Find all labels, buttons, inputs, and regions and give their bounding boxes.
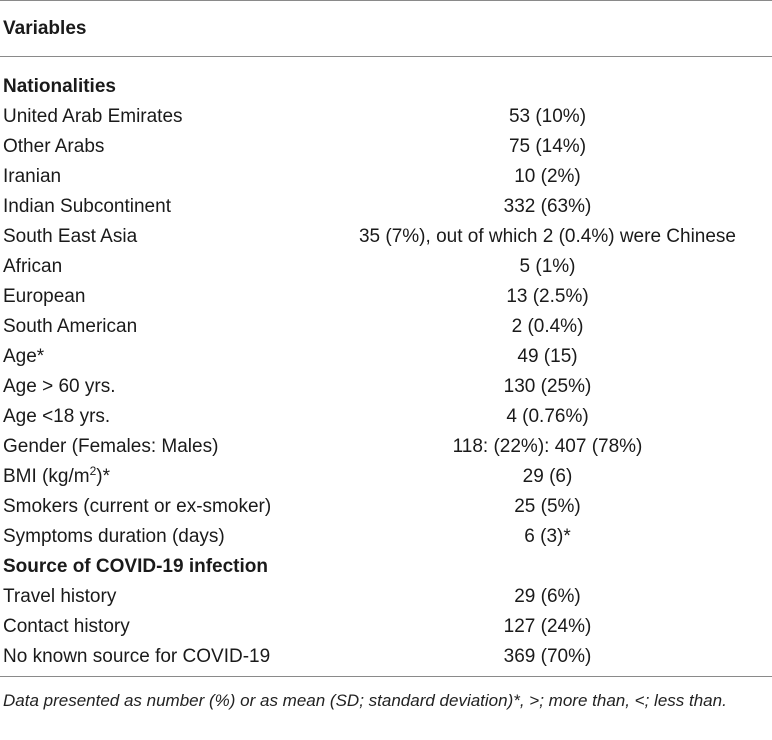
row-value: 130 (25%) [503,376,592,397]
row-value: 29 (6%) [514,586,581,607]
section-label: Source of COVID-19 infection [3,556,268,577]
row-label: Contact history [3,616,130,637]
table-row: Symptoms duration (days) 6 (3)* [0,522,772,552]
table-row: Travel history 29 (6%) [0,582,772,612]
row-value: 332 (63%) [503,196,592,217]
row-value: 29 (6) [522,466,573,487]
row-label: Indian Subcontinent [3,196,171,217]
table-row: South American 2 (0.4%) [0,312,772,342]
row-value: 118: (22%): 407 (78%) [452,436,643,457]
row-label: Smokers (current or ex-smoker) [3,496,272,517]
table-body: Nationalities United Arab Emirates 53 (1… [0,72,772,672]
row-value: 49 (15) [517,346,578,367]
row-label: Age <18 yrs. [3,406,111,427]
row-label: Age > 60 yrs. [3,376,116,397]
table-row: United Arab Emirates 53 (10%) [0,102,772,132]
table-row: Age* 49 (15) [0,342,772,372]
row-value: 53 (10%) [508,106,587,127]
row-value: 2 (0.4%) [511,316,584,337]
table-row: Contact history 127 (24%) [0,612,772,642]
row-label: Iranian [3,166,62,187]
row-label: South American [3,316,138,337]
row-label: South East Asia [3,226,138,247]
table-row: No known source for COVID-19 369 (70%) [0,642,772,672]
bmi-label-text: BMI (kg/m [3,466,90,487]
bmi-label-suffix: )* [96,466,110,487]
row-label: No known source for COVID-19 [3,646,271,667]
row-label: Other Arabs [3,136,105,157]
row-value: 127 (24%) [503,616,592,637]
row-label: European [3,286,86,307]
row-value: 369 (70%) [503,646,592,667]
bmi-superscript: 2 [89,464,97,478]
table-row: African 5 (1%) [0,252,772,282]
row-value: 6 (3)* [524,526,571,547]
table-bottom-rule [0,676,772,677]
row-label: African [3,256,63,277]
table-footnote: Data presented as number (%) or as mean … [3,691,727,710]
header-rule [0,56,772,57]
row-label: Symptoms duration (days) [3,526,225,547]
row-value: 4 (0.76%) [506,406,589,427]
table-row: Iranian 10 (2%) [0,162,772,192]
table-row: Gender (Females: Males) 118: (22%): 407 … [0,432,772,462]
row-label: Age* [3,346,45,367]
row-value: 13 (2.5%) [506,286,589,307]
section-source: Source of COVID-19 infection [0,552,772,582]
table-row: Other Arabs 75 (14%) [0,132,772,162]
table-row: European 13 (2.5%) [0,282,772,312]
row-value: 25 (5%) [514,496,581,517]
section-label: Nationalities [3,76,116,97]
table-row: BMI (kg/m2)* 29 (6) [0,462,772,492]
row-label-bmi: BMI (kg/m2)* [0,465,323,489]
row-value: 35 (7%), out of which 2 (0.4%) were Chin… [358,226,736,247]
row-value: 75 (14%) [508,136,587,157]
table-row: Age <18 yrs. 4 (0.76%) [0,402,772,432]
row-label: Travel history [3,586,117,607]
row-value: 10 (2%) [514,166,581,187]
table-row: Indian Subcontinent 332 (63%) [0,192,772,222]
section-nationalities: Nationalities [0,72,772,102]
column-header-variables: Variables [3,18,87,39]
table-row: Smokers (current or ex-smoker) 25 (5%) [0,492,772,522]
table-row: Age > 60 yrs. 130 (25%) [0,372,772,402]
table-top-rule [0,0,772,1]
table-row: South East Asia 35 (7%), out of which 2 … [0,222,772,252]
row-value: 5 (1%) [519,256,576,277]
row-label: United Arab Emirates [3,106,183,127]
row-label: Gender (Females: Males) [3,436,219,457]
